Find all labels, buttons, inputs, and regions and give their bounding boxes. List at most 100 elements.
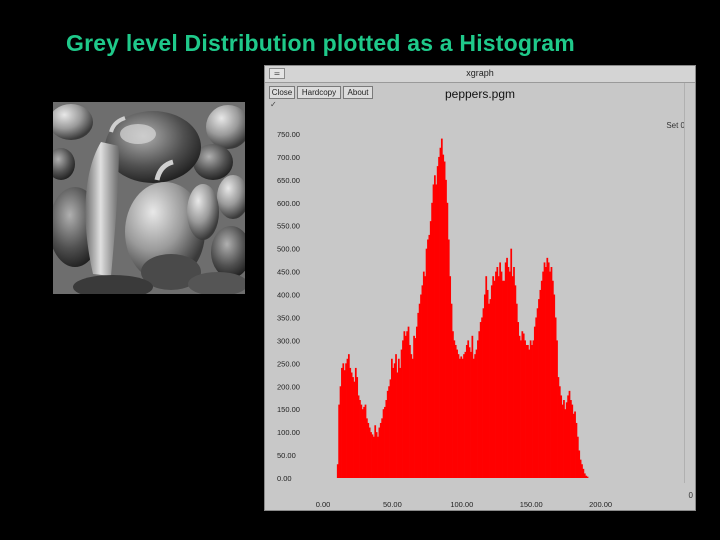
histogram-bar: [336, 464, 339, 478]
histogram-bar: [489, 299, 492, 478]
histogram-bar: [515, 303, 518, 478]
histogram-bar: [531, 344, 533, 478]
window-title: xgraph: [466, 68, 494, 78]
histogram-bar: [443, 161, 446, 478]
histogram-bar: [558, 386, 561, 478]
y-tick-label: 200.00: [277, 382, 300, 391]
histogram-bar: [535, 317, 538, 478]
histogram-bar: [442, 154, 445, 478]
histogram-bar: [363, 406, 365, 478]
histogram-bar: [414, 338, 417, 478]
histogram-bar: [360, 404, 363, 478]
histogram-bar: [468, 347, 471, 478]
histogram-bar: [547, 262, 550, 478]
histogram-bar: [378, 427, 381, 478]
histogram-bar: [524, 340, 526, 478]
y-tick-label: 650.00: [277, 176, 300, 185]
histogram-bar: [417, 312, 420, 478]
histogram-bar: [368, 427, 371, 478]
histogram-bar: [574, 411, 576, 478]
histogram-bar: [364, 404, 367, 478]
histogram-bar: [343, 370, 346, 478]
histogram-bar: [585, 475, 588, 478]
x-tick-label: 50.00: [383, 500, 402, 509]
histogram-bar: [460, 356, 463, 478]
histogram-bar: [528, 349, 531, 478]
histogram-bar: [357, 395, 360, 478]
histogram-bar: [459, 358, 461, 478]
histogram-bar: [553, 294, 556, 478]
hardcopy-button[interactable]: Hardcopy: [297, 86, 341, 99]
y-tick-label: 400.00: [277, 291, 300, 300]
histogram-bar: [486, 289, 489, 478]
histogram-bar: [503, 280, 506, 478]
menu-box-icon[interactable]: =: [269, 68, 285, 79]
histogram-bar: [478, 331, 481, 478]
histogram-bar: [514, 285, 517, 478]
histogram-bar: [381, 418, 384, 478]
histogram-bar: [579, 459, 582, 478]
histogram-bar: [371, 434, 374, 478]
histogram-bar: [450, 303, 453, 478]
x-tick-label: 100.00: [450, 500, 473, 509]
y-tick-label: 0.00: [277, 474, 292, 483]
histogram-bar: [354, 367, 357, 478]
histogram-bar: [391, 358, 393, 478]
y-tick-label: 700.00: [277, 153, 300, 162]
histogram-bar: [339, 386, 342, 478]
close-button[interactable]: Close: [269, 86, 295, 99]
histogram-bar: [420, 294, 422, 478]
histogram-bar: [367, 422, 370, 478]
histogram-bar: [379, 422, 382, 478]
histogram-bar: [583, 473, 586, 478]
histogram-bar: [522, 333, 525, 478]
histogram-bar: [375, 432, 378, 478]
histogram-bar: [490, 285, 493, 478]
histogram-bar: [554, 317, 557, 478]
x-tick-label: 150.00: [520, 500, 543, 509]
histogram-bar: [356, 377, 359, 478]
histogram-bar: [532, 340, 535, 478]
histogram-bar: [345, 363, 347, 478]
histogram-bar: [366, 418, 368, 478]
histogram-bar: [389, 379, 392, 478]
scrollbar[interactable]: [684, 83, 695, 483]
histogram-bar: [464, 351, 467, 478]
histogram-bar: [347, 354, 350, 478]
histogram-bar: [499, 262, 501, 478]
histogram-bar: [518, 335, 521, 478]
histogram-bar: [483, 294, 486, 478]
histogram-bar: [410, 354, 413, 478]
histogram-bar: [372, 436, 375, 478]
histogram-bar: [461, 358, 464, 478]
y-tick-label: 50.00: [277, 451, 296, 460]
x-tick-label: 0.00: [316, 500, 331, 509]
histogram-bar: [482, 308, 485, 478]
histogram-bar: [446, 202, 449, 479]
histogram-bar: [565, 402, 568, 478]
histogram-bar: [370, 432, 372, 478]
y-tick-label: 750.00: [277, 130, 300, 139]
histogram-bar: [361, 409, 364, 478]
histogram-bar: [529, 340, 532, 478]
histogram-bar: [508, 271, 511, 478]
histogram-bar: [479, 322, 482, 478]
histogram-bar: [429, 221, 432, 478]
histogram-bar: [397, 358, 400, 478]
histogram-bar: [374, 425, 377, 478]
histogram-bar: [385, 400, 388, 478]
y-tick-label: 300.00: [277, 336, 300, 345]
histogram-bar: [434, 175, 436, 478]
histogram-bar: [570, 400, 572, 478]
histogram-bar: [352, 377, 354, 478]
histogram-bar: [438, 156, 440, 478]
histogram-bar: [543, 262, 546, 478]
histogram-bar: [465, 344, 468, 478]
y-tick-label: 600.00: [277, 199, 300, 208]
histogram-bar: [457, 354, 460, 478]
histogram-bar: [538, 299, 540, 478]
histogram-bar: [511, 276, 514, 478]
y-tick-label: 150.00: [277, 405, 300, 414]
about-button[interactable]: About: [343, 86, 373, 99]
histogram-bar: [500, 271, 503, 478]
